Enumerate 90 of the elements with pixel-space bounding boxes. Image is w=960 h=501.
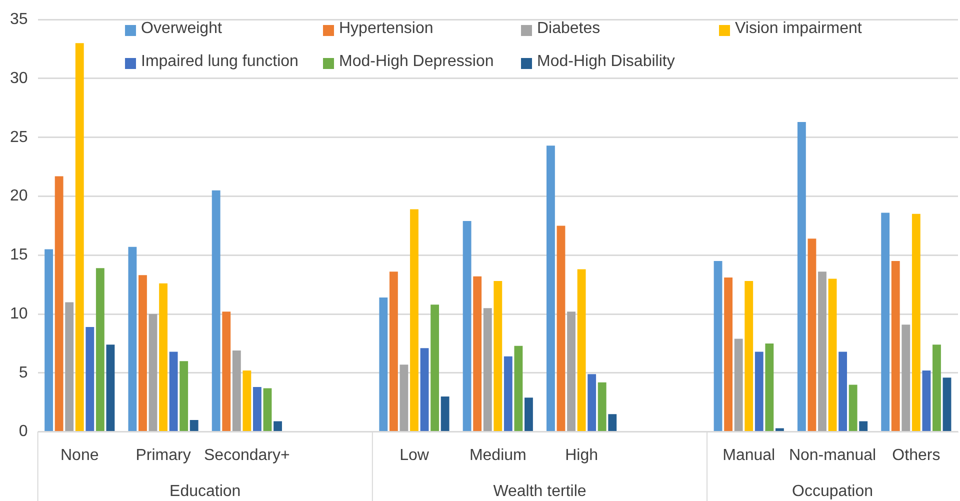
bar (942, 378, 952, 432)
bar (577, 269, 586, 432)
bar (86, 326, 94, 432)
text: Education (170, 483, 241, 500)
bar (912, 214, 920, 432)
x-tick-label: Manual (722, 446, 776, 464)
y-tick-label: 35 (10, 11, 28, 28)
bar (138, 275, 147, 432)
legend-label: Mod-High Disability (537, 53, 675, 71)
bar (54, 176, 64, 432)
bar (504, 356, 512, 432)
bar (462, 220, 472, 432)
bar (828, 278, 837, 432)
y-tick-label: 15 (10, 246, 28, 264)
x-tick-label: Primary (136, 446, 191, 464)
bar (190, 420, 198, 432)
bar (567, 312, 576, 432)
bar (379, 298, 388, 432)
x-tick-label: Low (400, 446, 430, 464)
bar (420, 348, 429, 432)
bar (754, 352, 764, 432)
x-tick-label: Non-manual (788, 446, 876, 464)
x-tick-label: Secondary+ (204, 446, 290, 464)
text: Occupation (792, 483, 873, 500)
legend-label: Diabetes (537, 20, 600, 38)
bar (608, 414, 617, 432)
bar (765, 343, 774, 432)
bar (797, 122, 806, 432)
bar (65, 302, 74, 432)
bar (274, 421, 282, 432)
y-tick-label: 30 (10, 70, 28, 87)
bar (128, 246, 137, 432)
bar (400, 364, 408, 432)
bar (253, 387, 262, 432)
x-tick-label: Others (892, 446, 940, 464)
bar (744, 281, 754, 432)
bar (859, 421, 868, 432)
bar (222, 312, 231, 432)
bar (891, 261, 900, 432)
bar (96, 268, 104, 432)
bar (546, 146, 555, 432)
bar (588, 374, 596, 432)
legend-label: Overweight (141, 20, 222, 38)
bar (724, 278, 733, 432)
legend-label: Impaired lung function (141, 53, 298, 71)
bar (232, 350, 241, 432)
bar (775, 428, 784, 432)
bar (44, 249, 54, 432)
bar (169, 352, 178, 432)
legend-label: Mod-High Depression (339, 53, 494, 71)
bar (556, 226, 566, 432)
bar (494, 281, 502, 432)
y-tick-label: 25 (10, 128, 28, 146)
y-tick-label: 0 (18, 423, 28, 440)
bar (922, 370, 931, 432)
bar (263, 388, 272, 432)
bar (598, 382, 606, 432)
bar (212, 190, 220, 432)
text: Wealth tertile (493, 483, 586, 500)
bar (180, 361, 188, 432)
bar (514, 346, 523, 432)
bar (818, 272, 826, 432)
legend-label: Hypertension (339, 20, 434, 38)
y-tick-label: 5 (18, 364, 28, 382)
bar (430, 304, 440, 432)
y-tick-label: 10 (10, 305, 28, 322)
x-tick-label: High (565, 446, 598, 464)
x-tick-label: Medium (469, 446, 526, 464)
bar (242, 370, 252, 432)
bar (410, 209, 418, 432)
bar (75, 43, 84, 432)
bar (808, 238, 816, 432)
bar (881, 212, 890, 432)
x-tick-label: None (60, 446, 99, 464)
bar (106, 344, 115, 432)
bar (159, 283, 168, 432)
bar (848, 384, 858, 432)
bar (932, 344, 941, 432)
bar (483, 308, 492, 432)
bar (473, 276, 482, 432)
legend-label: Vision impairment (735, 20, 862, 38)
y-tick-label: 20 (10, 188, 28, 205)
bar (734, 338, 743, 432)
bar (389, 272, 398, 432)
bar (440, 396, 450, 432)
bar (148, 314, 158, 432)
bar (902, 324, 910, 432)
bar (714, 261, 722, 432)
bar (524, 398, 533, 432)
bar (838, 352, 848, 432)
